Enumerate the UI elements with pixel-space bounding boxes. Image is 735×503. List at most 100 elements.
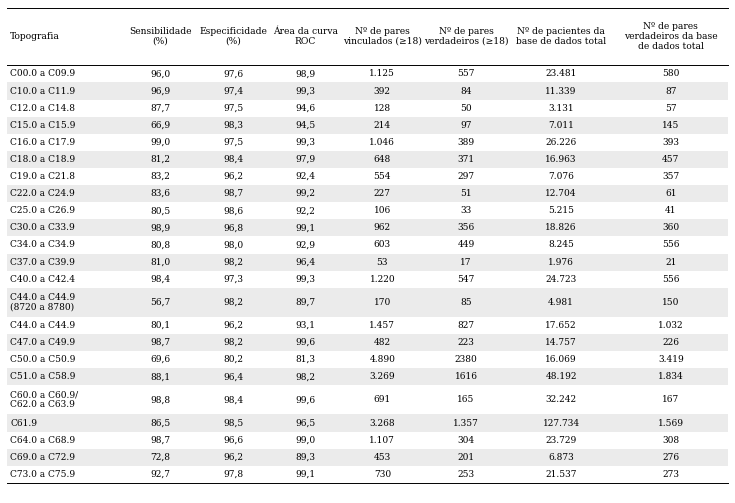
Text: 98,3: 98,3	[223, 121, 243, 130]
Bar	[7, 219, 728, 236]
Bar	[7, 202, 728, 219]
Text: 1.107: 1.107	[370, 436, 395, 445]
Text: 3.269: 3.269	[370, 372, 395, 381]
Text: C69.0 a C72.9: C69.0 a C72.9	[10, 453, 75, 462]
Text: Nº de pacientes da
base de dados total: Nº de pacientes da base de dados total	[516, 27, 606, 46]
Text: C25.0 a C26.9: C25.0 a C26.9	[10, 206, 75, 215]
Text: 21.537: 21.537	[545, 470, 577, 479]
Text: 223: 223	[458, 338, 475, 347]
Text: 99,6: 99,6	[295, 338, 315, 347]
Text: 99,3: 99,3	[295, 138, 315, 147]
Text: 392: 392	[374, 87, 391, 96]
Text: 1.976: 1.976	[548, 258, 574, 267]
Text: 80,5: 80,5	[150, 206, 171, 215]
Text: 98,4: 98,4	[223, 395, 243, 404]
Text: 226: 226	[662, 338, 679, 347]
Text: Nº de pares
verdadeiros da base
de dados total: Nº de pares verdadeiros da base de dados…	[624, 22, 718, 51]
Text: C50.0 a C50.9: C50.0 a C50.9	[10, 355, 76, 364]
Text: 128: 128	[374, 104, 391, 113]
Text: 150: 150	[662, 298, 680, 307]
Text: 80,8: 80,8	[151, 240, 171, 249]
Text: 80,2: 80,2	[223, 355, 243, 364]
Text: 24.723: 24.723	[545, 275, 577, 284]
Text: 87,7: 87,7	[151, 104, 171, 113]
Text: 371: 371	[457, 155, 475, 164]
Text: 53: 53	[376, 258, 388, 267]
Bar	[7, 432, 728, 449]
Text: 7.011: 7.011	[548, 121, 574, 130]
Text: 96,4: 96,4	[223, 372, 243, 381]
Bar	[7, 385, 728, 414]
Text: C61.9: C61.9	[10, 418, 37, 428]
Bar	[7, 288, 728, 317]
Text: 96,6: 96,6	[223, 436, 243, 445]
Text: 827: 827	[457, 321, 475, 330]
Text: Nº de pares
vinculados (≥18): Nº de pares vinculados (≥18)	[343, 27, 422, 46]
Text: 962: 962	[374, 223, 391, 232]
Text: 580: 580	[662, 69, 680, 78]
Text: 214: 214	[374, 121, 391, 130]
Text: 96,2: 96,2	[223, 321, 243, 330]
Text: C22.0 a C24.9: C22.0 a C24.9	[10, 189, 75, 198]
Text: 98,8: 98,8	[151, 395, 171, 404]
Text: 1.032: 1.032	[658, 321, 684, 330]
Text: 41: 41	[665, 206, 677, 215]
Text: 1616: 1616	[454, 372, 478, 381]
Text: Sensibilidade
(%): Sensibilidade (%)	[129, 27, 192, 46]
Text: 99,0: 99,0	[151, 138, 171, 147]
Text: C44.0 a C44.9
(8720 a 8780): C44.0 a C44.9 (8720 a 8780)	[10, 293, 76, 312]
Text: 99,0: 99,0	[295, 436, 315, 445]
Text: 145: 145	[662, 121, 680, 130]
Text: C40.0 a C42.4: C40.0 a C42.4	[10, 275, 75, 284]
Text: 97,3: 97,3	[223, 275, 243, 284]
Text: 94,6: 94,6	[295, 104, 315, 113]
Text: 3.131: 3.131	[548, 104, 574, 113]
Text: 99,2: 99,2	[295, 189, 315, 198]
Text: 5.215: 5.215	[548, 206, 574, 215]
Text: 80,1: 80,1	[151, 321, 171, 330]
Text: 360: 360	[662, 223, 679, 232]
Text: 167: 167	[662, 395, 680, 404]
Text: 730: 730	[374, 470, 391, 479]
Text: 66,9: 66,9	[151, 121, 171, 130]
Text: C73.0 a C75.9: C73.0 a C75.9	[10, 470, 76, 479]
Text: 356: 356	[457, 223, 475, 232]
Text: 165: 165	[457, 395, 475, 404]
Text: 357: 357	[662, 172, 680, 181]
Text: 98,7: 98,7	[223, 189, 243, 198]
Text: C15.0 a C15.9: C15.0 a C15.9	[10, 121, 76, 130]
Text: C18.0 a C18.9: C18.0 a C18.9	[10, 155, 76, 164]
Text: 97: 97	[460, 121, 472, 130]
Text: C60.0 a C60.9/
C62.0 a C63.9: C60.0 a C60.9/ C62.0 a C63.9	[10, 390, 79, 409]
Text: 449: 449	[457, 240, 475, 249]
Text: 83,2: 83,2	[151, 172, 171, 181]
Text: 98,4: 98,4	[223, 155, 243, 164]
Text: 308: 308	[662, 436, 679, 445]
Bar	[7, 317, 728, 334]
Bar	[7, 65, 728, 82]
Text: 304: 304	[457, 436, 475, 445]
Text: 97,6: 97,6	[223, 69, 243, 78]
Text: C10.0 a C11.9: C10.0 a C11.9	[10, 87, 76, 96]
Text: Especificidade
(%): Especificidade (%)	[199, 27, 268, 46]
Text: 98,9: 98,9	[151, 223, 171, 232]
Text: 86,5: 86,5	[150, 418, 171, 428]
Text: 227: 227	[374, 189, 391, 198]
Text: 457: 457	[662, 155, 680, 164]
Text: 56,7: 56,7	[150, 298, 171, 307]
Text: 1.357: 1.357	[453, 418, 479, 428]
Text: 4.981: 4.981	[548, 298, 574, 307]
Text: 97,4: 97,4	[223, 87, 243, 96]
Text: 84: 84	[460, 87, 472, 96]
Text: 482: 482	[374, 338, 391, 347]
Text: 97,5: 97,5	[223, 138, 243, 147]
Text: 8.245: 8.245	[548, 240, 574, 249]
Text: 297: 297	[457, 172, 475, 181]
Text: Topografia: Topografia	[10, 32, 60, 41]
Text: 94,5: 94,5	[295, 121, 315, 130]
Bar	[7, 368, 728, 385]
Text: 12.704: 12.704	[545, 189, 577, 198]
Bar	[7, 100, 728, 117]
Text: 89,7: 89,7	[295, 298, 315, 307]
Text: 99,3: 99,3	[295, 87, 315, 96]
